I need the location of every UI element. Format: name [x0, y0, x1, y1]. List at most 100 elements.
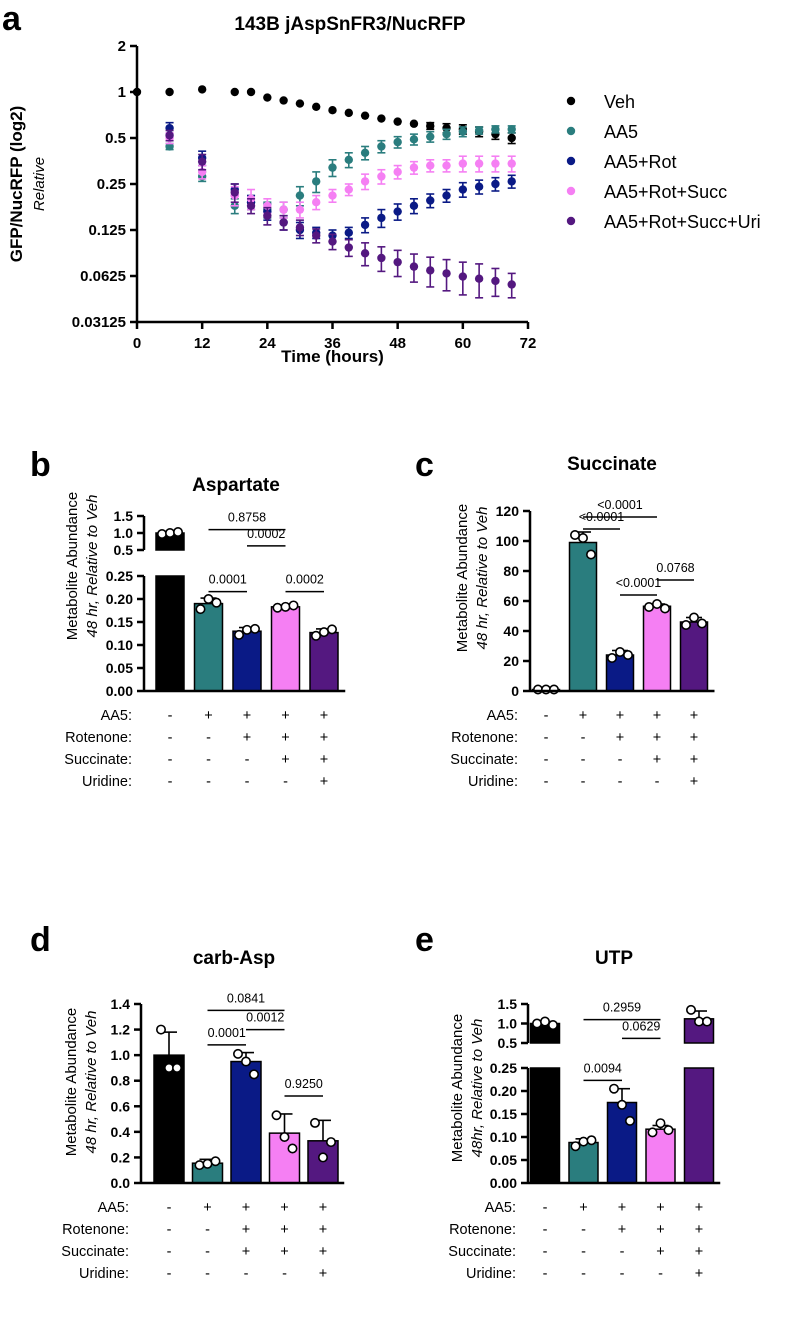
data-point [249, 1069, 260, 1080]
data-point [241, 1056, 252, 1067]
p-value-label: <0.0001 [579, 510, 625, 524]
data-point [377, 142, 386, 151]
data-point [577, 532, 588, 543]
data-point [279, 96, 288, 105]
p-value-label: 0.0629 [622, 1019, 660, 1033]
data-point [491, 159, 500, 168]
p-value-label: 0.0001 [208, 1026, 246, 1040]
significance-comparison: <0.0001 [583, 498, 657, 518]
condition-sign: + [320, 752, 328, 768]
bar [568, 541, 598, 692]
y-tick-label: 1.0 [114, 525, 134, 541]
bar-group [232, 623, 262, 692]
data-point [442, 129, 451, 139]
y-tick-label: 0.20 [490, 1083, 517, 1099]
bar-group [568, 1135, 599, 1184]
bar [642, 605, 672, 692]
data-point [442, 269, 451, 278]
significance-comparison: 0.0001 [208, 573, 247, 593]
panel-letter-d: d [30, 921, 51, 959]
data-point [377, 172, 386, 181]
data-point [377, 253, 386, 263]
x-tick-label: 72 [520, 335, 537, 352]
data-point [606, 652, 617, 663]
data-point [409, 119, 419, 128]
data-point [328, 163, 337, 172]
data-point [312, 198, 321, 207]
data-point [409, 262, 419, 271]
data-point [507, 133, 516, 143]
bar-group [645, 1118, 676, 1184]
series-AA5+Rot [165, 121, 516, 243]
y-tick-label: 0.0 [111, 1175, 131, 1191]
bar-group [642, 598, 672, 692]
condition-sign: + [695, 1244, 703, 1260]
data-point [643, 601, 654, 612]
series-AA5+Rot+Succ [165, 132, 516, 219]
x-axis-label: Time (hours) [281, 347, 384, 366]
y-tick-label: 0.20 [106, 591, 133, 607]
bar-group [191, 1156, 224, 1184]
data-point [318, 627, 329, 638]
data-point [211, 597, 222, 608]
y-tick-label: 1 [118, 84, 126, 101]
p-value-label: 0.9250 [285, 1077, 323, 1091]
y-axis-label-2: 48 hr, Relative to Veh [474, 507, 491, 650]
bar-group [529, 1016, 561, 1184]
condition-label: AA5: [98, 1200, 129, 1216]
y-tick-label: 0.00 [490, 1175, 517, 1191]
data-point [663, 1125, 674, 1136]
y-tick-label: 0.05 [490, 1152, 517, 1168]
data-point [426, 266, 435, 275]
panel-d: d carb-Asp Metabolite Abundance 48 hr, Rela… [30, 921, 345, 1282]
y-axis-label: Metabolite Abundance [63, 1008, 80, 1156]
significance-comparison: 0.0841 [207, 991, 285, 1012]
data-point [295, 191, 305, 200]
p-value-label: 0.2959 [603, 1001, 641, 1015]
bar [155, 575, 185, 692]
condition-sign: - [543, 1222, 548, 1238]
condition-sign: + [695, 1222, 703, 1238]
condition-sign: + [242, 1222, 250, 1238]
data-point [608, 1083, 619, 1094]
data-point [165, 142, 174, 151]
bar-group [531, 684, 561, 695]
data-point [230, 87, 239, 97]
bar [309, 631, 339, 692]
y-tick-label: 0 [511, 683, 519, 699]
condition-sign: - [658, 1266, 663, 1282]
condition-sign: + [579, 1200, 587, 1216]
p-value-label: 0.0002 [247, 527, 285, 541]
y-tick-label: 1.5 [498, 996, 518, 1012]
data-point [360, 111, 370, 120]
legend-label: Veh [604, 92, 635, 112]
condition-sign: - [655, 774, 660, 790]
data-point [491, 125, 500, 134]
condition-sign: + [203, 1200, 211, 1216]
data-point [393, 117, 402, 126]
bar-group [606, 1083, 638, 1184]
data-point [279, 1131, 290, 1142]
condition-sign: + [656, 1200, 664, 1216]
data-point [393, 137, 402, 147]
data-point [701, 1016, 712, 1027]
chart-title: Aspartate [192, 475, 280, 496]
data-point [614, 646, 625, 657]
condition-sign: - [168, 774, 173, 790]
condition-sign: + [319, 1200, 327, 1216]
y-tick-label: 60 [503, 593, 519, 609]
data-point [474, 274, 484, 283]
data-point [344, 155, 353, 165]
y-tick-label: 1.2 [111, 1022, 131, 1038]
data-point [233, 1048, 244, 1059]
bar-group [679, 612, 709, 692]
data-point [202, 1158, 213, 1169]
data-point [393, 167, 402, 177]
bar-group [683, 1004, 715, 1184]
data-point [507, 125, 516, 134]
data-point [426, 196, 435, 205]
panel-letter-b: b [30, 446, 51, 484]
significance-comparison: 0.0094 [583, 1061, 622, 1082]
data-point [426, 132, 435, 141]
significance-comparison: <0.0001 [579, 510, 625, 530]
